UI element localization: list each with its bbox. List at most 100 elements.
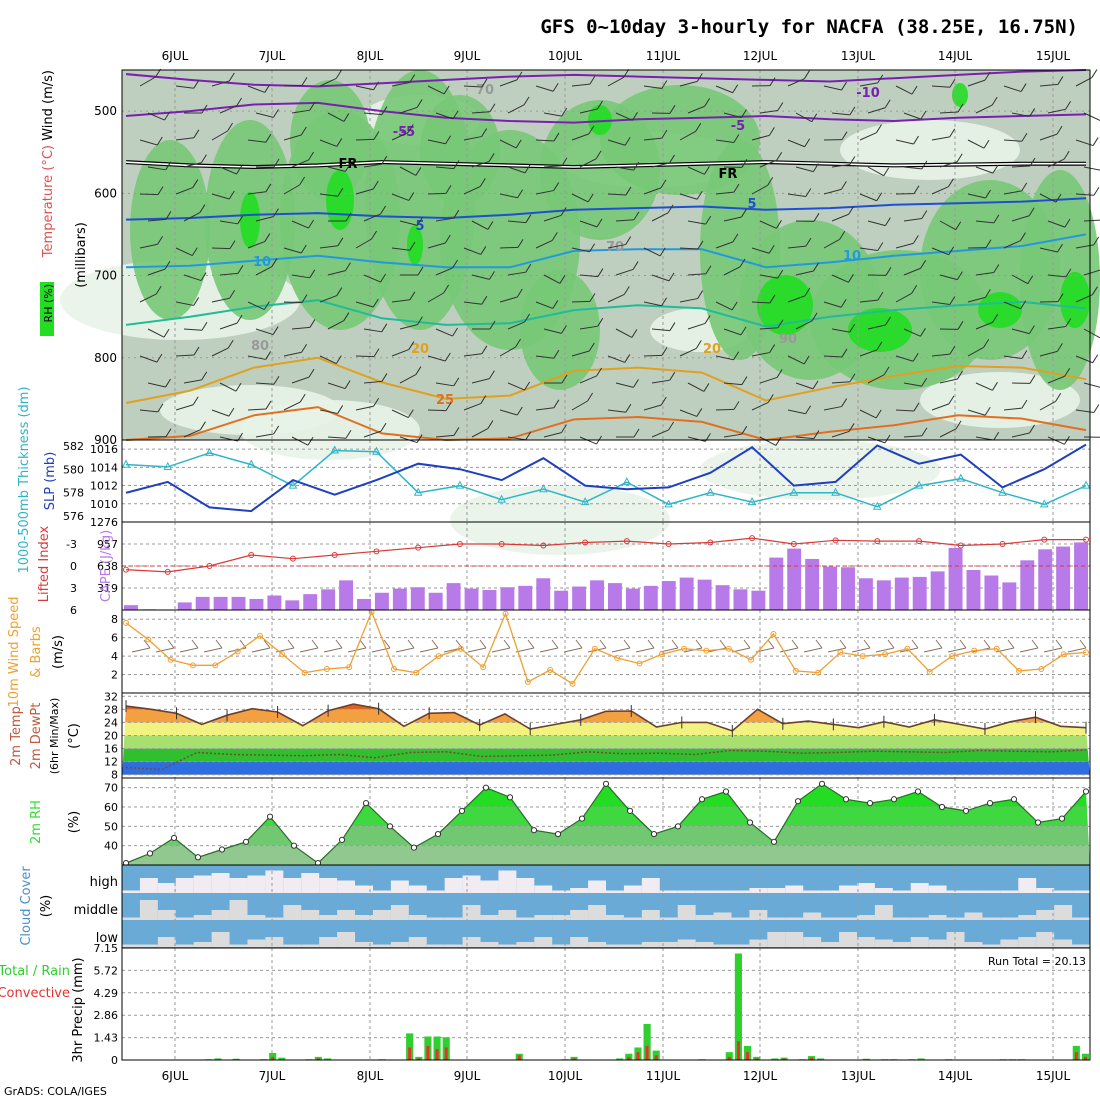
wind10m-barb xyxy=(659,647,679,653)
day-label-top: 10JUL xyxy=(548,49,583,63)
wind-barb-flag xyxy=(587,392,594,402)
wind-barb xyxy=(175,354,195,357)
wind10m-barb xyxy=(347,647,367,653)
wind-barb xyxy=(183,274,202,282)
wind-barb xyxy=(355,238,372,249)
cloud-cover-bar xyxy=(247,875,266,893)
cloud-cover-bar xyxy=(1000,917,1019,920)
wind-barb xyxy=(543,274,561,284)
lifted-index-axis-label: Lifted Index xyxy=(37,525,52,602)
cloud-cover-bar xyxy=(606,890,624,893)
wind-speed-point xyxy=(123,619,129,626)
cape-bar xyxy=(124,605,138,610)
wind-barb xyxy=(463,136,482,141)
wind-barb xyxy=(607,193,627,196)
wind10m-barbs-label: & Barbs xyxy=(29,626,44,678)
wind-barb xyxy=(1083,382,1100,388)
wind-barb-flag xyxy=(371,230,378,240)
wind-barb-flag xyxy=(380,422,387,432)
cloud-cover-bar xyxy=(677,890,696,893)
wind-speed-point xyxy=(1083,649,1089,656)
cloud-cover-bar xyxy=(570,910,589,920)
rh2m-point xyxy=(938,803,946,811)
wind-barb-flag xyxy=(525,431,532,441)
wind-barb-flag xyxy=(1028,325,1035,334)
wind-barb xyxy=(903,435,922,438)
wind-barb xyxy=(939,111,959,114)
cloud-cover-bar xyxy=(247,939,266,947)
wind-barb xyxy=(751,134,770,141)
wind-barb-flag xyxy=(595,150,602,160)
wind-barb xyxy=(355,85,374,91)
cloud-cover-bar xyxy=(337,932,356,947)
wind10m-barb-flag xyxy=(359,639,367,649)
wind-barb-flag xyxy=(733,401,740,410)
wind-barb-flag xyxy=(984,406,991,416)
wind-barb-flag xyxy=(452,110,459,120)
wind-barb-flag xyxy=(300,126,307,136)
wind-barb-flag xyxy=(443,85,450,95)
wind10m-barb xyxy=(491,647,511,653)
wind-barb xyxy=(435,382,454,387)
wind-barb xyxy=(1039,193,1057,203)
cloud-cover-bar xyxy=(337,910,356,920)
wind-barb-flag xyxy=(193,346,200,356)
wind-barb-flag xyxy=(517,239,524,248)
minmax-axis-label: (6hr Min/Max) xyxy=(48,698,61,775)
cape-bar xyxy=(608,583,622,610)
cloud-cover-bar xyxy=(731,944,750,947)
lifted-index-point xyxy=(373,548,380,555)
wind-barb-flag xyxy=(229,289,236,299)
wind-speed-point xyxy=(882,651,889,658)
day-label-bottom: 9JUL xyxy=(454,1069,481,1083)
wind10m-barb-flag xyxy=(911,639,919,649)
cape-bar xyxy=(554,590,569,610)
wind-barb-flag xyxy=(696,190,703,200)
wind-barb xyxy=(931,85,950,88)
day-label-top: 11JUL xyxy=(646,49,681,63)
wind-barb xyxy=(615,166,634,171)
wind-barb xyxy=(579,158,597,168)
cloud-cover-bar xyxy=(910,937,929,947)
cloud-cover-bar xyxy=(570,937,589,947)
panels: 6JUL 6JUL 7JUL 7JUL 8JUL 8JUL 9JUL 9JUL 10JUL 10J… xyxy=(0,49,1100,1083)
lifted-index-point xyxy=(164,568,171,575)
cape-bar xyxy=(285,600,300,610)
cloud-cover-bar xyxy=(641,878,660,893)
rh-region xyxy=(952,83,968,107)
cape-bar xyxy=(536,578,551,610)
wind-barb xyxy=(219,220,238,225)
wind-barb-flag xyxy=(768,127,775,136)
wind-speed-point xyxy=(480,664,487,671)
wind-barb xyxy=(355,138,375,141)
cloud-cover-bar xyxy=(534,915,553,920)
wind-barb-flag xyxy=(380,273,386,283)
precip-convective-bar xyxy=(408,1047,412,1060)
wind10m-barb-flag xyxy=(407,639,415,649)
wind-barb xyxy=(139,409,158,413)
cloud-cover-bar xyxy=(355,915,373,920)
precip-convective-bar xyxy=(809,1057,813,1060)
cloud-cover-bar xyxy=(695,942,714,947)
cape-bar xyxy=(249,598,264,610)
wind-barb xyxy=(391,349,409,357)
cloud-cover-bar xyxy=(641,942,660,947)
precip-convective-label: Convective xyxy=(0,986,70,1001)
wind-barb xyxy=(571,193,589,203)
wind-barb-flag xyxy=(777,319,784,329)
day-label-bottom: 13JUL xyxy=(841,1069,876,1083)
wind-tick: 2 xyxy=(111,669,118,682)
thickness-point xyxy=(121,459,131,468)
wind-barb-flag xyxy=(516,288,523,298)
wind-barb xyxy=(427,242,446,249)
rh2m-point xyxy=(242,838,250,845)
wind-barb xyxy=(903,217,922,222)
wind-speed-point xyxy=(904,645,911,652)
wind-barb-flag xyxy=(695,123,702,132)
wind10m-barb xyxy=(539,647,559,653)
cloud-cover-bar xyxy=(677,939,696,947)
wind-barb xyxy=(1047,158,1065,168)
wind-barb xyxy=(183,212,201,222)
wind-barb-flag xyxy=(157,186,164,195)
cloud-cover-bar xyxy=(444,878,463,893)
